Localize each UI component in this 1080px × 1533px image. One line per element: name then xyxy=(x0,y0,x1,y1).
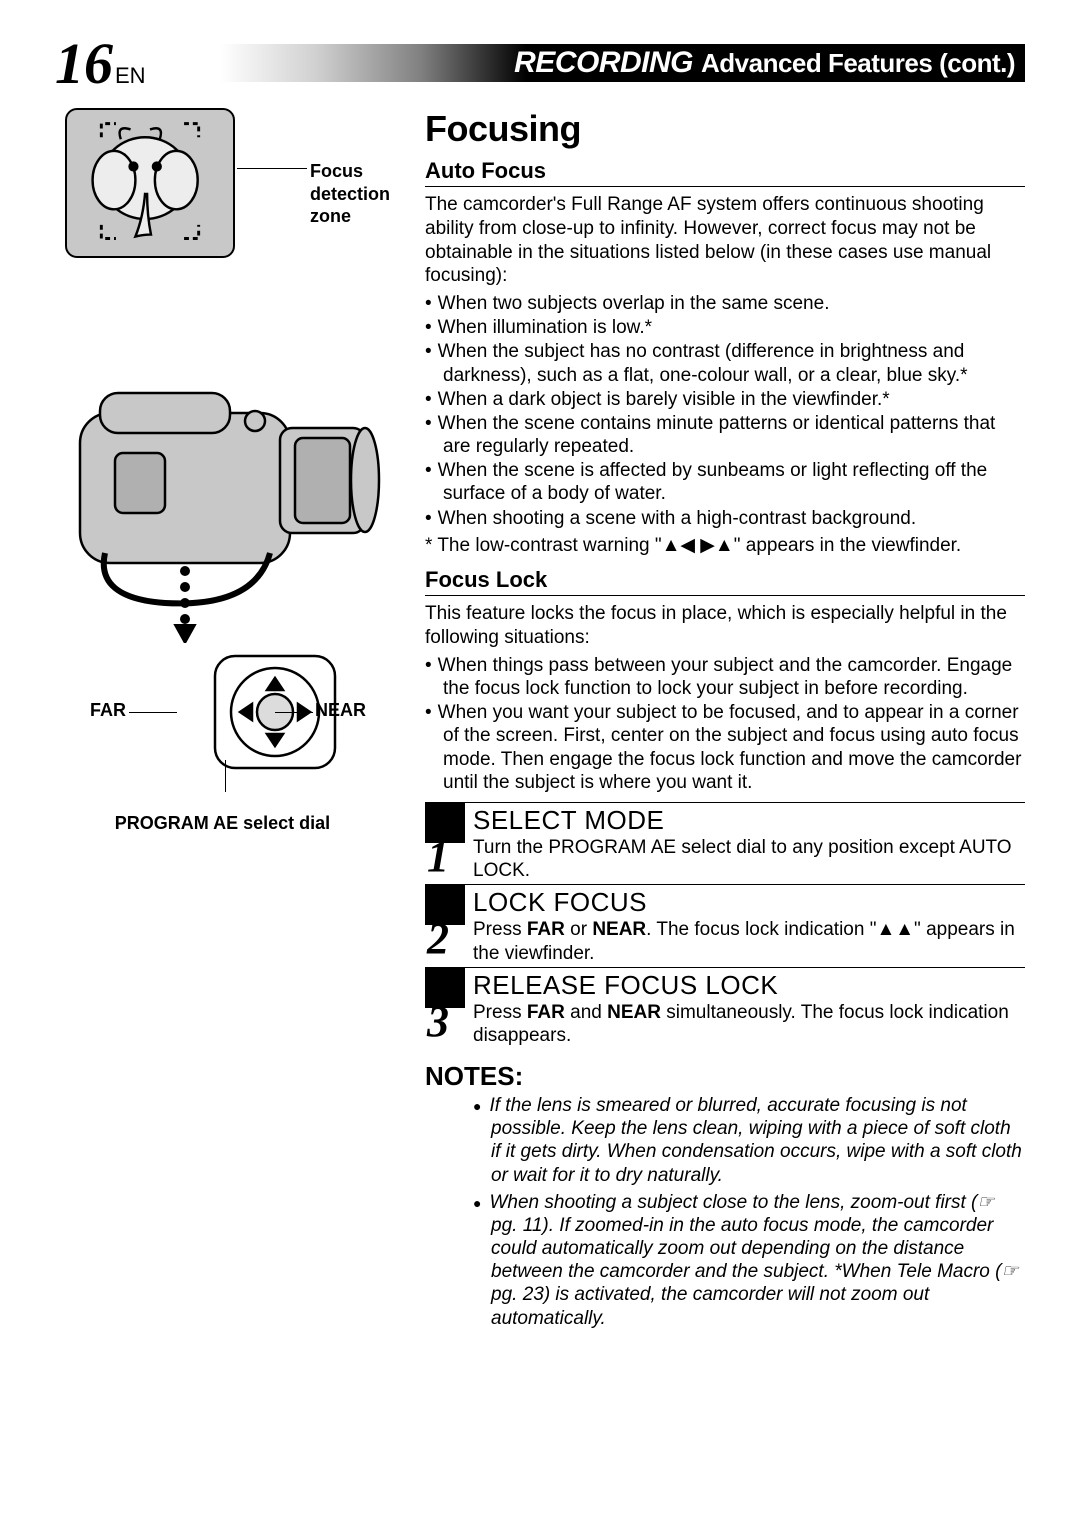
viewfinder-frame xyxy=(65,108,235,258)
focus-lock-intro: This feature locks the focus in place, w… xyxy=(425,602,1025,650)
leader-line xyxy=(275,712,313,713)
auto-focus-heading: Auto Focus xyxy=(425,158,1025,187)
dial-caption: PROGRAM AE select dial xyxy=(45,813,400,834)
list-item: When the scene contains minute patterns … xyxy=(425,412,1025,458)
list-item: When things pass between your subject an… xyxy=(425,654,1025,700)
list-item: When you want your subject to be focused… xyxy=(425,701,1025,794)
notes-heading: NOTES: xyxy=(425,1061,1025,1092)
section-title: Focusing xyxy=(425,108,1025,150)
page-header: 16EN RECORDING Advanced Features (cont.) xyxy=(55,30,1025,90)
header-title-italic: RECORDING xyxy=(514,46,693,80)
list-item: When a dark object is barely visible in … xyxy=(425,388,1025,411)
near-label: NEAR xyxy=(315,700,366,721)
page-number: 16 xyxy=(55,30,113,97)
auto-focus-bullets: When two subjects overlap in the same sc… xyxy=(425,292,1025,530)
content-area: Focus detection zone xyxy=(55,108,1025,1334)
step: 3 RELEASE FOCUS LOCKPress FAR and NEAR si… xyxy=(425,967,1025,1047)
step-number: 2 xyxy=(427,913,449,964)
list-item: When two subjects overlap in the same sc… xyxy=(425,292,1025,315)
leader-line xyxy=(237,168,307,169)
leader-line xyxy=(129,712,177,713)
list-item: When the subject has no contrast (differ… xyxy=(425,340,1025,386)
right-column: Focusing Auto Focus The camcorder's Full… xyxy=(425,108,1025,1334)
elephant-icon xyxy=(67,110,233,256)
dial-illustration: FAR NEAR PROGRAM AE select dial xyxy=(55,648,400,834)
step-number: 1 xyxy=(427,831,449,882)
camcorder-illustration xyxy=(55,353,400,648)
lang-code: EN xyxy=(115,63,146,89)
step-body: Press FAR and NEAR simultaneously. The f… xyxy=(473,1001,1025,1047)
list-item: When shooting a scene with a high-contra… xyxy=(425,507,1025,530)
focus-zone-label: Focus detection zone xyxy=(310,160,400,228)
step-title: RELEASE FOCUS LOCK xyxy=(473,970,1025,1001)
focus-lock-heading: Focus Lock xyxy=(425,567,1025,596)
step: 2 LOCK FOCUSPress FAR or NEAR. The focus … xyxy=(425,884,1025,964)
focus-lock-bullets: When things pass between your subject an… xyxy=(425,654,1025,794)
header-bar: RECORDING Advanced Features (cont.) xyxy=(220,44,1025,82)
step-body: Press FAR or NEAR. The focus lock indica… xyxy=(473,918,1025,964)
left-column: Focus detection zone xyxy=(55,108,400,1334)
list-item: When the scene is affected by sunbeams o… xyxy=(425,459,1025,505)
step-title: LOCK FOCUS xyxy=(473,887,1025,918)
leader-line xyxy=(225,760,226,792)
steps-section: 1 SELECT MODETurn the PROGRAM AE select d… xyxy=(425,802,1025,1047)
auto-focus-intro: The camcorder's Full Range AF system off… xyxy=(425,193,1025,288)
list-item: When shooting a subject close to the len… xyxy=(473,1191,1025,1330)
camcorder-icon xyxy=(55,353,400,643)
far-label: FAR xyxy=(90,700,126,721)
step-title: SELECT MODE xyxy=(473,805,1025,836)
header-title-rest: Advanced Features (cont.) xyxy=(701,48,1015,79)
step-body: Turn the PROGRAM AE select dial to any p… xyxy=(473,836,1025,882)
list-item: If the lens is smeared or blurred, accur… xyxy=(473,1094,1025,1187)
step: 1 SELECT MODETurn the PROGRAM AE select d… xyxy=(425,802,1025,882)
notes-list: If the lens is smeared or blurred, accur… xyxy=(473,1094,1025,1330)
step-number: 3 xyxy=(427,996,449,1047)
focus-zone-illustration: Focus detection zone xyxy=(55,108,400,258)
low-contrast-note: * The low-contrast warning "▲◀ ▶▲" appea… xyxy=(425,534,1025,558)
list-item: When illumination is low.* xyxy=(425,316,1025,339)
